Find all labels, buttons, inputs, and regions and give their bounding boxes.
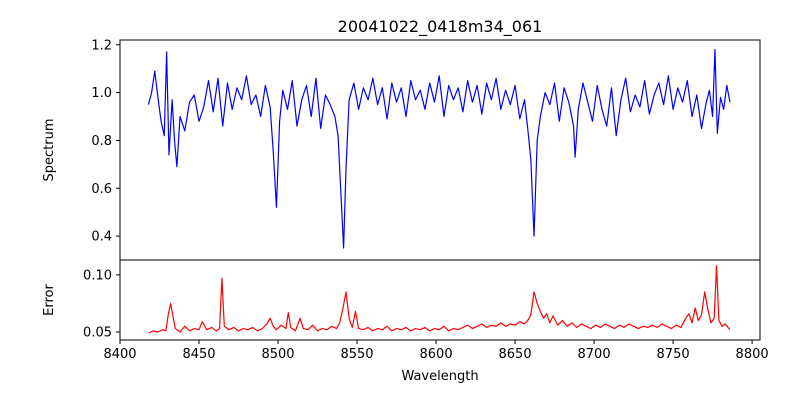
- error-y-tick-label: 0.10: [83, 268, 112, 283]
- x-tick-label: 8400: [103, 347, 136, 362]
- spectrum-y-tick-label: 1.0: [91, 86, 112, 101]
- x-axis-label: Wavelength: [401, 369, 478, 384]
- spectrum-y-tick-label: 1.2: [91, 38, 112, 53]
- error-frame: [119, 259, 761, 341]
- x-tick-label: 8500: [261, 347, 294, 362]
- x-tick-label: 8450: [182, 347, 215, 362]
- spectrum-y-tick-label: 0.4: [91, 230, 112, 245]
- spectrum-y-tick-label: 0.6: [91, 182, 112, 197]
- x-tick-label: 8800: [736, 347, 769, 362]
- spectrum-y-ticks: 0.4 0.6 0.8 1.0 1.2: [91, 38, 120, 245]
- spectrum-y-tick-label: 0.8: [91, 134, 112, 149]
- x-tick-label: 8700: [578, 347, 611, 362]
- error-y-tick-label: 0.05: [83, 326, 112, 341]
- spectrum-line: [147, 48, 731, 249]
- x-tick-label: 8600: [420, 347, 453, 362]
- error-line: [148, 265, 731, 334]
- error-panel: 0.05 0.10 8400 8450 8500 8550 8600 8650 8700 875…: [42, 259, 769, 384]
- error-y-ticks: 0.05 0.10: [83, 268, 120, 341]
- chart-title: 20041022_0418m34_061: [338, 17, 543, 37]
- x-tick-label: 8750: [657, 347, 690, 362]
- spectrum-y-label: Spectrum: [42, 119, 57, 182]
- x-tick-label: 8550: [340, 347, 373, 362]
- error-y-label: Error: [42, 284, 57, 316]
- x-ticks: 8400 8450 8500 8550 8600 8650 8700 8750 8800: [103, 340, 769, 362]
- x-tick-label: 8650: [499, 347, 532, 362]
